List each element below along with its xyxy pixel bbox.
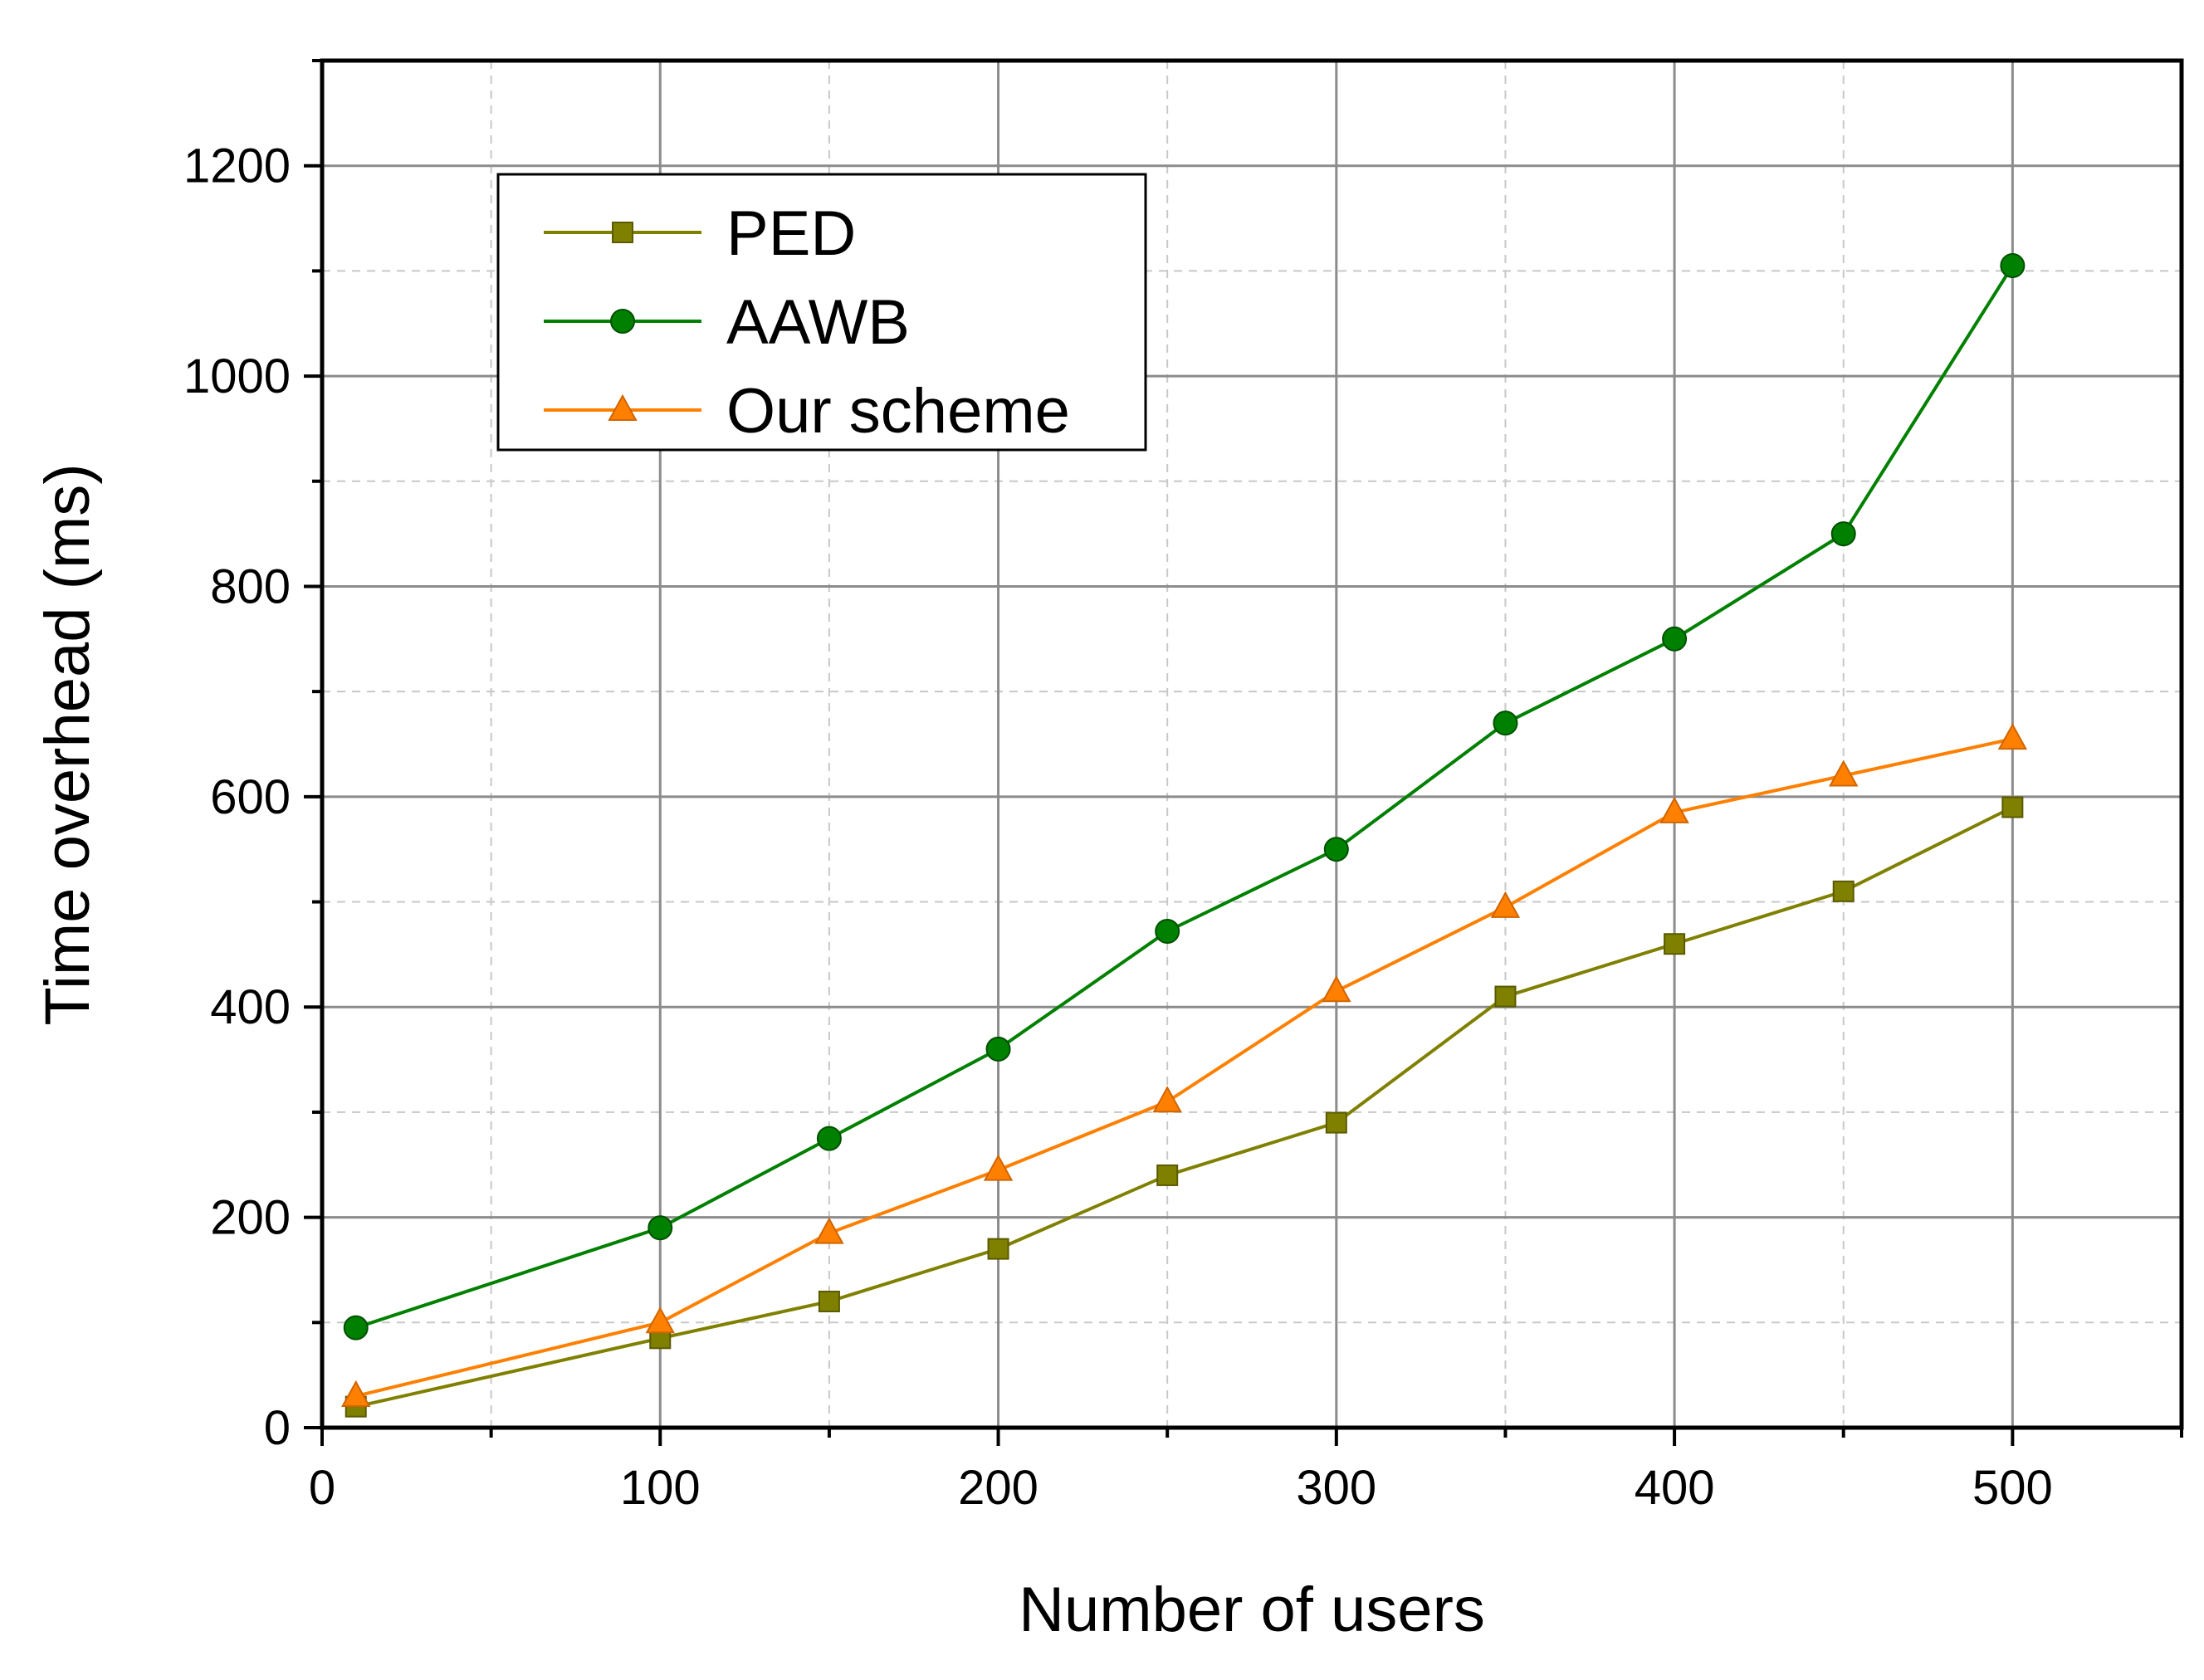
plot-frame — [320, 58, 2184, 1430]
data-point-our-scheme — [814, 1217, 844, 1244]
data-point-ped — [1156, 1164, 1179, 1186]
y-tick-label: 600 — [210, 770, 291, 824]
data-point-aawb — [1662, 626, 1688, 652]
data-point-our-scheme — [1829, 759, 1859, 787]
legend: PED AAWB Our scheme — [496, 173, 1147, 452]
x-tick-label: 500 — [1972, 1461, 2053, 1515]
series-our-scheme — [341, 723, 2028, 1407]
data-point-ped — [1494, 985, 1517, 1008]
data-point-our-scheme — [1659, 796, 1689, 823]
y-tick-label: 800 — [210, 559, 291, 613]
legend-label-aawb: AAWB — [726, 287, 910, 358]
data-point-aawb — [1323, 837, 1349, 862]
x-tick-label: 0 — [309, 1461, 335, 1515]
data-point-ped — [1832, 880, 1855, 902]
data-point-our-scheme — [1490, 891, 1521, 918]
data-point-aawb — [1155, 919, 1180, 945]
x-tick-label: 200 — [958, 1461, 1038, 1515]
data-point-aawb — [2000, 253, 2026, 279]
legend-marker-our-scheme — [608, 393, 638, 421]
x-tick-label: 400 — [1635, 1461, 1715, 1515]
legend-box — [496, 173, 1147, 452]
y-tick-label: 0 — [264, 1401, 291, 1455]
legend-label-our-scheme: Our scheme — [726, 376, 1070, 447]
data-point-aawb — [1830, 521, 1856, 547]
data-point-ped — [2001, 796, 2024, 818]
x-tick-label: 100 — [620, 1461, 701, 1515]
data-point-our-scheme — [1997, 723, 2028, 750]
data-point-our-scheme — [1152, 1086, 1182, 1113]
data-point-our-scheme — [645, 1306, 675, 1334]
data-point-ped — [1325, 1111, 1347, 1134]
data-point-aawb — [648, 1215, 673, 1241]
y-tick-label: 1000 — [183, 349, 291, 403]
series-aawb — [343, 253, 2026, 1341]
y-tick-label: 400 — [210, 980, 291, 1034]
y-tick-label: 1200 — [183, 139, 291, 193]
data-point-ped — [1664, 933, 1686, 955]
data-point-aawb — [343, 1315, 369, 1341]
data-point-aawb — [985, 1036, 1011, 1062]
series-line-our-scheme — [355, 737, 2013, 1398]
data-point-our-scheme — [341, 1380, 371, 1407]
series-layer — [341, 253, 2028, 1418]
y-axis-title: Time overhead (ms) — [32, 463, 103, 1025]
y-tick-label: 200 — [210, 1191, 291, 1245]
x-tick-label: 300 — [1296, 1461, 1376, 1515]
legend-marker-aawb — [610, 309, 635, 334]
x-axis-title: Number of users — [1019, 1575, 1485, 1645]
data-point-ped — [818, 1290, 840, 1312]
legend-label-ped: PED — [726, 198, 856, 269]
data-point-our-scheme — [983, 1154, 1014, 1181]
series-line-ped — [355, 805, 2014, 1409]
series-line-aawb — [355, 264, 2015, 1330]
data-point-ped — [987, 1238, 1009, 1260]
data-point-our-scheme — [1322, 975, 1351, 1003]
data-point-aawb — [1493, 711, 1518, 736]
legend-marker-ped — [612, 222, 633, 243]
data-point-aawb — [816, 1126, 842, 1151]
axes: 0 100 200 300 400 500 0 200 400 600 800 1000 1200 — [183, 59, 2183, 1515]
